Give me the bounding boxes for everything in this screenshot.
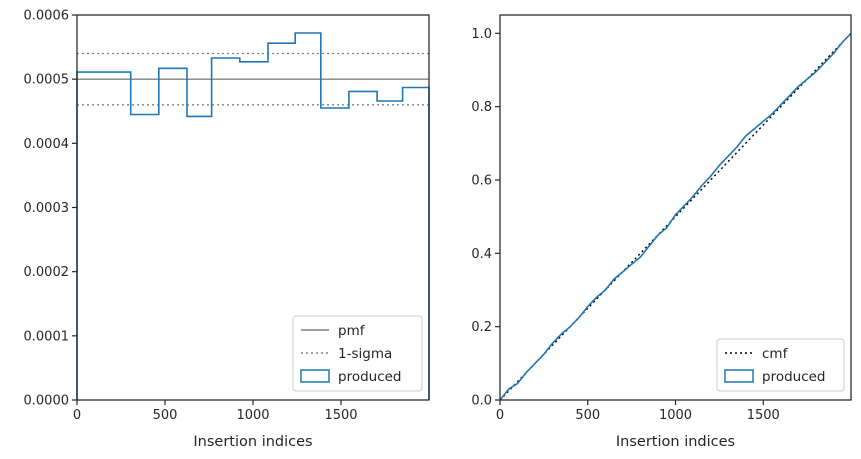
x-tick-label: 1000 <box>236 408 269 423</box>
x-axis-label: Insertion indices <box>193 434 312 450</box>
series-produced-line <box>76 32 430 400</box>
legend-box <box>716 338 845 392</box>
y-tick-label: 0.0006 <box>24 9 70 24</box>
series-produced-line <box>499 32 852 401</box>
legend-label-1-sigma: 1-sigma <box>338 346 392 362</box>
left-chart-panel: 0 500 1000 1500 0.0000 0.0001 0.0002 0.0003 0.00… <box>24 9 430 450</box>
y-tick-label: 0.4 <box>471 247 492 262</box>
x-tick-label: 1500 <box>747 408 780 423</box>
y-tick-label: 1.0 <box>471 27 492 42</box>
y-tick-label: 0.0003 <box>24 201 70 216</box>
y-tick-label: 0.0002 <box>24 265 70 280</box>
x-tick-label: 1500 <box>324 408 357 423</box>
right-chart-panel: 0 500 1000 1500 0.0 0.2 0.4 0.6 0.8 1.0 Insertion … <box>471 14 852 450</box>
x-tick-label: 0 <box>73 408 81 423</box>
y-tick-label: 0.0004 <box>24 137 70 152</box>
y-tick-label: 0.0001 <box>24 329 70 344</box>
x-tick-label: 500 <box>575 408 600 423</box>
y-tick-label: 0.2 <box>471 320 492 335</box>
legend-swatch-produced <box>300 369 330 383</box>
legend-box <box>292 315 423 392</box>
y-tick-label: 0.0005 <box>24 73 70 88</box>
y-tick-label: 0.6 <box>471 174 492 189</box>
x-tick-label: 0 <box>496 408 504 423</box>
legend-label-pmf: pmf <box>338 323 366 339</box>
x-axis-label: Insertion indices <box>616 434 735 450</box>
legend-label-produced: produced <box>762 369 826 385</box>
x-tick-label: 1000 <box>659 408 692 423</box>
y-tick-label: 0.8 <box>471 100 492 115</box>
y-tick-label: 0.0 <box>471 394 492 409</box>
x-tick-label: 500 <box>153 408 178 423</box>
legend-swatch-produced <box>724 369 754 383</box>
legend-label-produced: produced <box>338 369 402 385</box>
legend-label-cmf: cmf <box>762 346 789 362</box>
y-tick-label: 0.0000 <box>24 394 70 409</box>
